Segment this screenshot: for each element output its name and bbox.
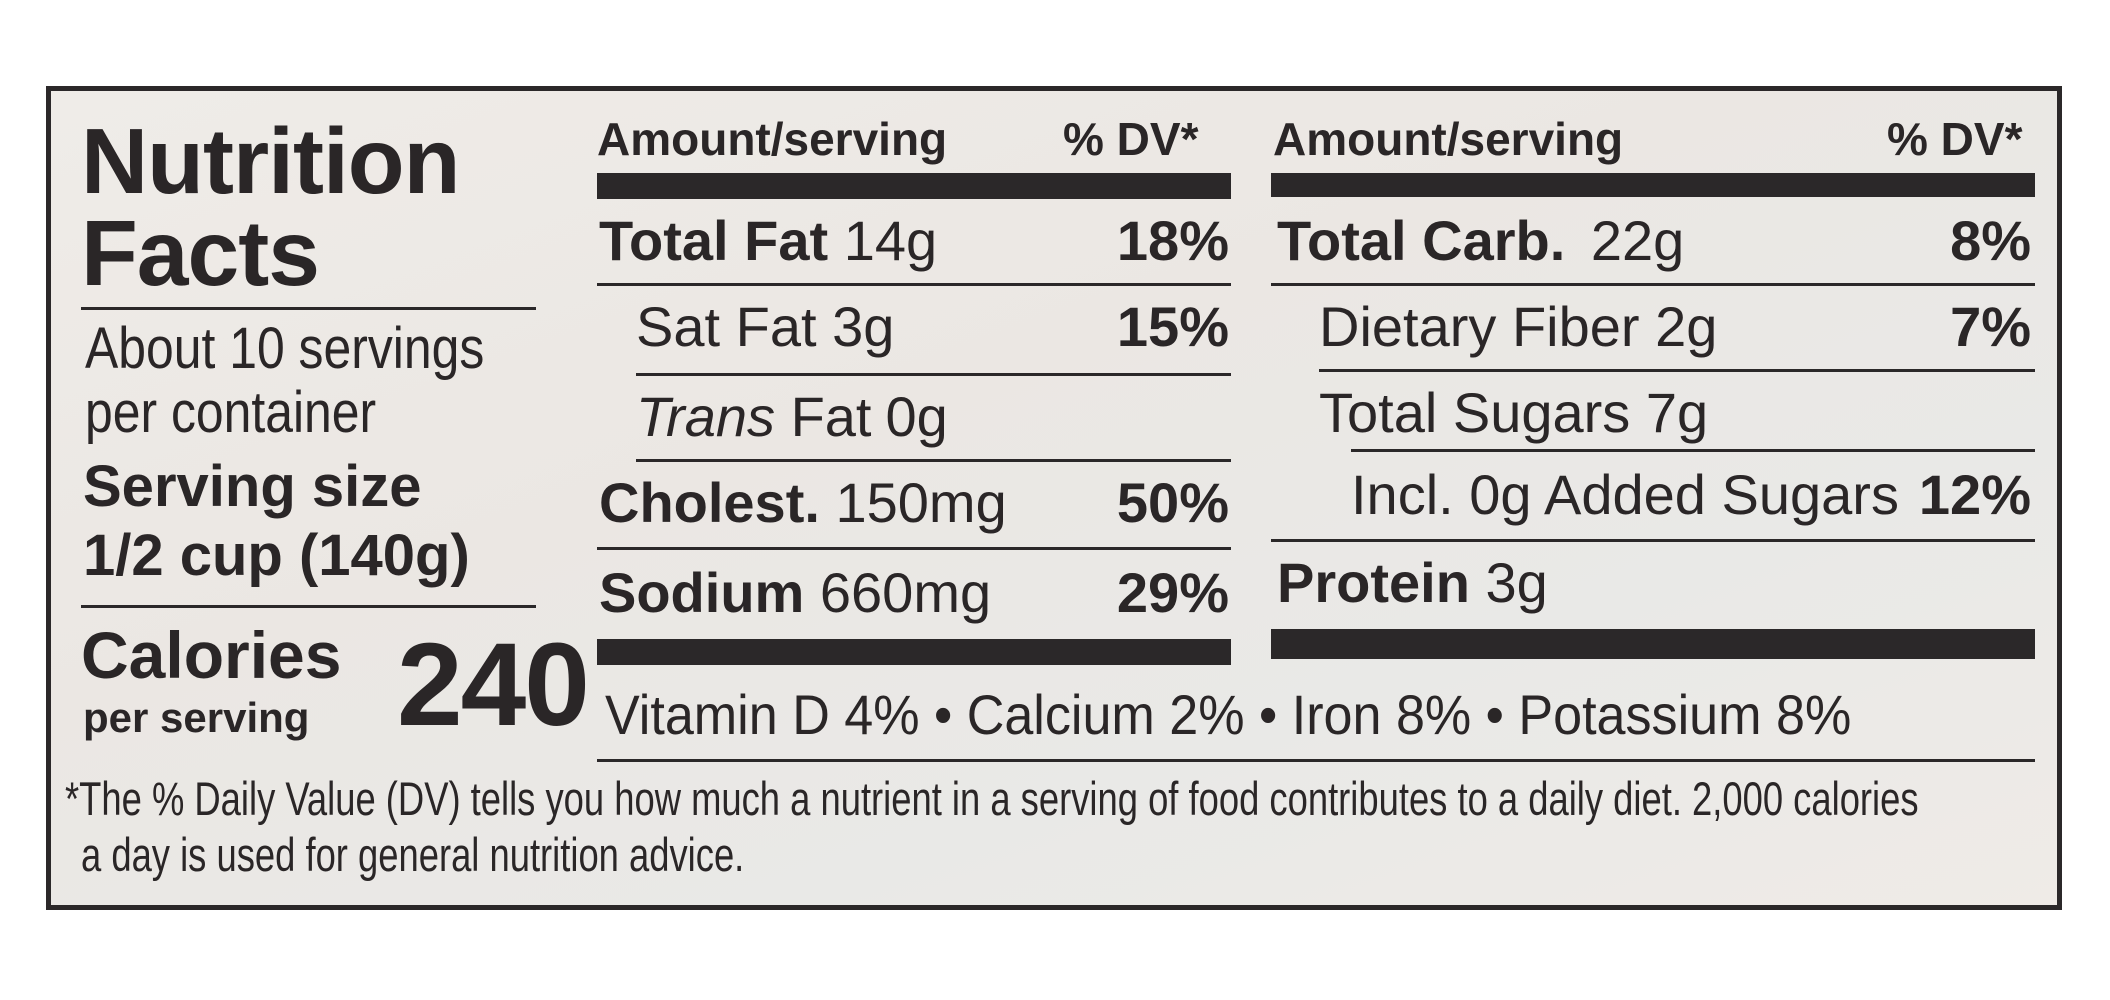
nutrient-dv: 50%: [1116, 471, 1229, 534]
title-line-2: Facts: [81, 201, 320, 305]
vitamins-line: Vitamin D 4% • Calcium 2% • Iron 8% • Po…: [605, 683, 1852, 746]
nutrient-amount: 2g: [1655, 295, 1718, 358]
nutrient-name: Total Fat: [599, 209, 829, 272]
nutrient-total-sugars: Total Sugars 7g: [1319, 381, 1708, 445]
right-bottom-bar: [1271, 629, 2035, 659]
left-header-bar: [597, 173, 1231, 199]
nutrient-protein: Protein 3g: [1277, 551, 1548, 615]
nutrient-amount: 0g: [885, 385, 948, 448]
nutrient-name-italic: Trans: [636, 385, 775, 448]
row-divider: [1271, 539, 2035, 542]
nutrient-name: Dietary Fiber: [1319, 295, 1640, 358]
calories-label: Calories: [81, 618, 342, 692]
left-dv-header: % DV*: [1063, 113, 1199, 165]
nutrient-name: Incl. 0g Added Sugars: [1351, 463, 1899, 526]
nutrient-amount: 22g: [1590, 209, 1685, 272]
servings-line-2: per container: [85, 380, 377, 445]
nutrient-trans-fat: Trans Fat 0g: [636, 385, 948, 449]
nutrient-dv: 8%: [1950, 209, 2031, 272]
nutrient-total-carb: Total Carb. 22g: [1277, 209, 1684, 273]
nutrient-name: Protein: [1277, 551, 1470, 614]
nutrient-amount: 14g: [843, 209, 938, 272]
calories-sub: per serving: [83, 694, 310, 741]
nutrition-facts-panel: Nutrition Facts About 10 servings per co…: [46, 86, 2062, 910]
nutrient-name: Total Sugars: [1319, 381, 1631, 444]
row-divider: [1351, 449, 2035, 452]
footnote-line-1: *The % Daily Value (DV) tells you how mu…: [65, 772, 1919, 825]
row-divider: [636, 373, 1231, 376]
nutrient-dv: 18%: [1116, 209, 1229, 272]
nutrient-amount: 660mg: [819, 561, 992, 624]
servings-line-1: About 10 servings: [85, 316, 485, 381]
serving-size-label: Serving size: [83, 454, 422, 519]
nutrient-amount: 3g: [1485, 551, 1548, 614]
right-header-bar: [1271, 173, 2035, 197]
right-dv-header: % DV*: [1887, 113, 2023, 165]
nutrient-cholesterol: Cholest. 150mg: [599, 471, 1007, 535]
nutrient-added-sugars: Incl. 0g Added Sugars: [1351, 463, 1899, 527]
nutrient-amount: 150mg: [835, 471, 1007, 534]
nutrient-name: Sodium: [599, 561, 805, 624]
footnote-line-2: a day is used for general nutrition advi…: [81, 828, 745, 881]
nutrient-sodium: Sodium 660mg: [599, 561, 991, 625]
row-divider: [597, 283, 1231, 286]
row-divider: [597, 547, 1231, 550]
row-divider: [1271, 283, 2035, 286]
nutrient-sat-fat: Sat Fat 3g: [636, 295, 894, 359]
nutrient-name: Total Carb.: [1277, 209, 1566, 272]
row-divider: [636, 459, 1231, 462]
row-divider: [1319, 369, 2035, 372]
nutrient-amount: 3g: [832, 295, 895, 358]
calories-value: 240: [397, 619, 590, 751]
nutrient-name: Fat: [790, 385, 872, 448]
nutrient-dv: 12%: [1918, 463, 2031, 526]
nutrient-dv: 15%: [1116, 295, 1229, 358]
nutrient-amount: 7g: [1645, 381, 1709, 444]
serving-size-value: 1/2 cup (140g): [83, 523, 470, 588]
nutrient-dietary-fiber: Dietary Fiber 2g: [1319, 295, 1717, 359]
nutrient-name: Sat Fat: [636, 295, 817, 358]
right-amount-header: Amount/serving: [1273, 113, 1624, 165]
serving-divider: [81, 605, 536, 608]
left-bottom-bar: [597, 639, 1231, 665]
left-amount-header: Amount/serving: [597, 113, 948, 165]
title-line-1: Nutrition: [81, 109, 460, 213]
nutrient-dv: 29%: [1116, 561, 1229, 624]
vitamins-divider: [597, 759, 2035, 762]
nutrient-total-fat: Total Fat 14g: [599, 209, 937, 273]
nutrient-name: Cholest.: [599, 471, 820, 534]
title-divider: [81, 307, 536, 310]
nutrient-dv: 7%: [1950, 295, 2031, 358]
